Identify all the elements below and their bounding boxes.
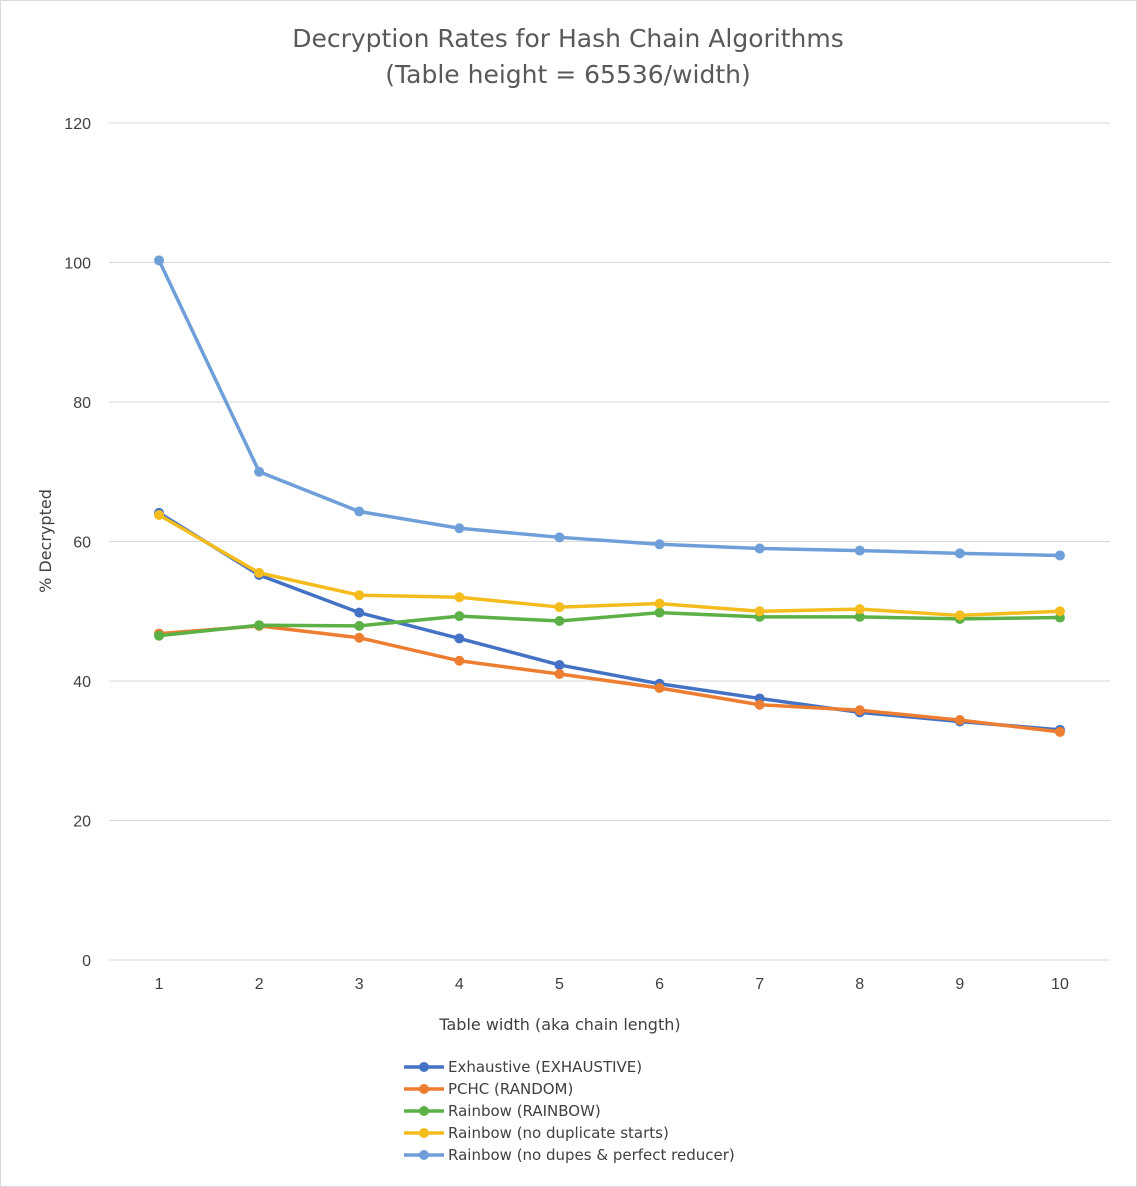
data-point bbox=[154, 509, 165, 520]
x-axis-label: Table width (aka chain length) bbox=[438, 1015, 680, 1034]
data-point bbox=[554, 669, 565, 680]
legend-item[interactable]: Rainbow (no dupes & perfect reducer) bbox=[404, 1146, 735, 1164]
data-point bbox=[254, 567, 265, 578]
data-point bbox=[554, 532, 565, 543]
data-point bbox=[154, 255, 165, 266]
y-tick-label: 20 bbox=[73, 814, 91, 831]
legend-label: Exhaustive (EXHAUSTIVE) bbox=[448, 1058, 642, 1076]
legend-label: Rainbow (RAINBOW) bbox=[448, 1102, 601, 1120]
legend-item[interactable]: Rainbow (no duplicate starts) bbox=[404, 1124, 669, 1142]
data-point bbox=[354, 632, 365, 643]
x-tick-label: 10 bbox=[1051, 976, 1069, 993]
series-lines bbox=[154, 255, 1065, 737]
data-point bbox=[854, 611, 865, 622]
data-point bbox=[554, 616, 565, 627]
y-axis-label: % Decrypted bbox=[36, 489, 55, 593]
legend-swatch-marker bbox=[419, 1062, 429, 1072]
data-point bbox=[854, 604, 865, 615]
y-tick-label: 100 bbox=[64, 256, 91, 273]
data-point bbox=[654, 607, 665, 618]
series-line bbox=[157, 513, 1062, 618]
data-point bbox=[354, 590, 365, 601]
data-point bbox=[1054, 550, 1065, 561]
data-point bbox=[454, 655, 465, 666]
data-point bbox=[754, 606, 765, 617]
data-point bbox=[554, 659, 565, 670]
legend-label: Rainbow (no duplicate starts) bbox=[448, 1124, 669, 1142]
legend-label: Rainbow (no dupes & perfect reducer) bbox=[448, 1146, 735, 1164]
data-point bbox=[354, 607, 365, 618]
data-point bbox=[454, 633, 465, 644]
legend-swatch-marker bbox=[419, 1150, 429, 1160]
x-tick-label: 9 bbox=[955, 976, 964, 993]
y-axis-ticks: 0 20 40 60 80 100 120 bbox=[64, 116, 91, 970]
legend-swatch-marker bbox=[419, 1106, 429, 1116]
data-point bbox=[954, 548, 965, 559]
data-point bbox=[654, 539, 665, 550]
x-tick-label: 6 bbox=[655, 976, 664, 993]
data-point bbox=[454, 592, 465, 603]
x-tick-label: 4 bbox=[455, 976, 464, 993]
data-point bbox=[654, 598, 665, 609]
y-tick-label: 120 bbox=[64, 116, 91, 133]
data-point bbox=[454, 611, 465, 622]
legend-item[interactable]: PCHC (RANDOM) bbox=[404, 1080, 573, 1098]
series-line bbox=[157, 258, 1062, 558]
x-tick-label: 7 bbox=[755, 976, 764, 993]
series-line bbox=[157, 624, 1062, 734]
data-point bbox=[354, 620, 365, 631]
data-point bbox=[1054, 606, 1065, 617]
y-tick-label: 0 bbox=[82, 953, 91, 970]
series-line bbox=[157, 610, 1062, 638]
x-tick-label: 1 bbox=[155, 976, 164, 993]
series-3 bbox=[154, 607, 1065, 641]
legend-swatch-marker bbox=[419, 1128, 429, 1138]
data-point bbox=[754, 543, 765, 554]
data-point bbox=[954, 715, 965, 726]
legend-item[interactable]: Rainbow (RAINBOW) bbox=[404, 1102, 601, 1120]
chart-title: Decryption Rates for Hash Chain Algorith… bbox=[292, 24, 844, 53]
legend-label: PCHC (RANDOM) bbox=[448, 1080, 573, 1098]
data-point bbox=[354, 506, 365, 517]
data-point bbox=[1054, 726, 1065, 737]
x-axis-ticks: 1 2 3 4 5 6 7 8 9 10 bbox=[155, 976, 1069, 993]
y-tick-label: 80 bbox=[73, 395, 91, 412]
x-tick-label: 2 bbox=[255, 976, 264, 993]
data-point bbox=[854, 545, 865, 556]
legend-swatch-marker bbox=[419, 1084, 429, 1094]
series-5 bbox=[154, 255, 1065, 561]
data-point bbox=[654, 682, 665, 693]
legend-item[interactable]: Exhaustive (EXHAUSTIVE) bbox=[404, 1058, 642, 1076]
series-4 bbox=[154, 509, 1065, 621]
legend[interactable]: Exhaustive (EXHAUSTIVE) PCHC (RANDOM) Rain… bbox=[404, 1058, 735, 1164]
data-point bbox=[254, 466, 265, 477]
data-point bbox=[254, 620, 265, 631]
data-point bbox=[754, 699, 765, 710]
data-point bbox=[454, 523, 465, 534]
series-line bbox=[157, 511, 1062, 732]
x-tick-label: 8 bbox=[855, 976, 864, 993]
chart-subtitle: (Table height = 65536/width) bbox=[385, 60, 751, 89]
y-tick-label: 40 bbox=[73, 674, 91, 691]
data-point bbox=[854, 705, 865, 716]
data-point bbox=[554, 602, 565, 613]
x-tick-label: 3 bbox=[355, 976, 364, 993]
x-tick-label: 5 bbox=[555, 976, 564, 993]
data-point bbox=[154, 630, 165, 641]
data-point bbox=[954, 610, 965, 621]
y-tick-label: 60 bbox=[73, 535, 91, 552]
